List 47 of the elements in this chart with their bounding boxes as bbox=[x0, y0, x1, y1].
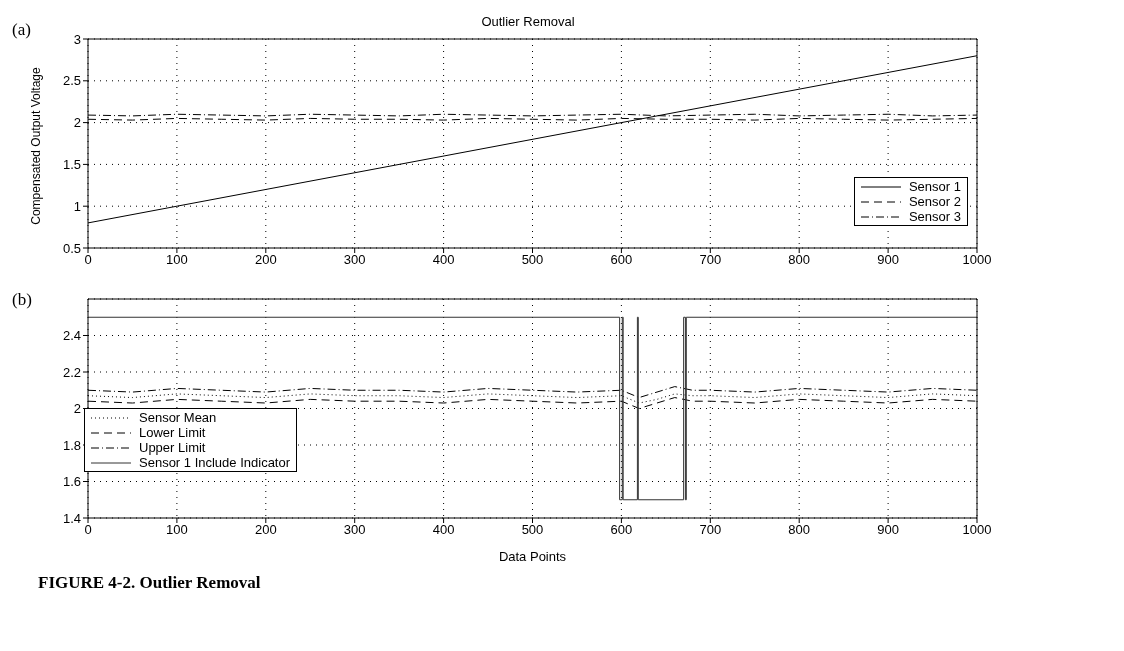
chart-title: Outlier Removal bbox=[480, 14, 576, 29]
x-axis-title: Data Points bbox=[498, 549, 567, 564]
x-tick-label: 600 bbox=[610, 252, 633, 268]
x-tick-label: 600 bbox=[610, 522, 633, 538]
legend-label: Sensor 1 Include Indicator bbox=[139, 455, 291, 470]
text: (b) bbox=[12, 290, 32, 310]
x-tick-label: 900 bbox=[877, 522, 899, 538]
y-tick-label: 1.6 bbox=[62, 474, 81, 490]
y-axis-title: Compensated Output Voltage bbox=[29, 66, 43, 225]
legend-label: Sensor 2 bbox=[908, 194, 961, 209]
x-tick-label: 1000 bbox=[962, 252, 992, 268]
text: (a) bbox=[12, 20, 31, 40]
caption: FIGURE 4-2. Outlier Removal bbox=[38, 573, 261, 593]
legend-label: Lower Limit bbox=[139, 425, 206, 440]
x-tick-label: 200 bbox=[254, 252, 277, 268]
x-tick-label: 500 bbox=[521, 522, 544, 538]
y-tick-label: 2.5 bbox=[62, 73, 81, 89]
x-tick-label: 700 bbox=[699, 252, 722, 268]
y-tick-label: 3 bbox=[73, 31, 81, 47]
x-tick-label: 100 bbox=[166, 252, 188, 268]
x-tick-label: 700 bbox=[699, 522, 722, 538]
legend-label: Upper Limit bbox=[139, 440, 206, 455]
x-tick-label: 0 bbox=[84, 522, 92, 538]
legend-label: Sensor Mean bbox=[139, 410, 217, 425]
y-tick-label: 1.8 bbox=[62, 437, 81, 453]
x-tick-label: 1000 bbox=[962, 522, 992, 538]
legend-label: Sensor 3 bbox=[908, 209, 961, 224]
legend-label: Sensor 1 bbox=[908, 179, 961, 194]
x-tick-label: 300 bbox=[343, 522, 366, 538]
y-tick-label: 1 bbox=[73, 198, 81, 214]
x-tick-label: 500 bbox=[521, 252, 544, 268]
x-tick-label: 0 bbox=[84, 252, 92, 268]
x-tick-label: 300 bbox=[343, 252, 366, 268]
y-tick-label: 1.4 bbox=[62, 510, 81, 526]
x-tick-label: 800 bbox=[788, 252, 811, 268]
y-tick-label: 2.4 bbox=[62, 328, 81, 344]
x-tick-label: 800 bbox=[788, 522, 811, 538]
x-tick-label: 400 bbox=[432, 522, 455, 538]
x-tick-label: 200 bbox=[254, 522, 277, 538]
x-tick-label: 900 bbox=[877, 252, 899, 268]
y-tick-label: 2 bbox=[73, 401, 81, 417]
y-tick-label: 2 bbox=[73, 115, 81, 131]
x-tick-label: 400 bbox=[432, 252, 455, 268]
x-tick-label: 100 bbox=[166, 522, 188, 538]
y-tick-label: 1.5 bbox=[62, 157, 81, 173]
y-tick-label: 2.2 bbox=[62, 364, 81, 380]
y-tick-label: 0.5 bbox=[62, 240, 81, 256]
